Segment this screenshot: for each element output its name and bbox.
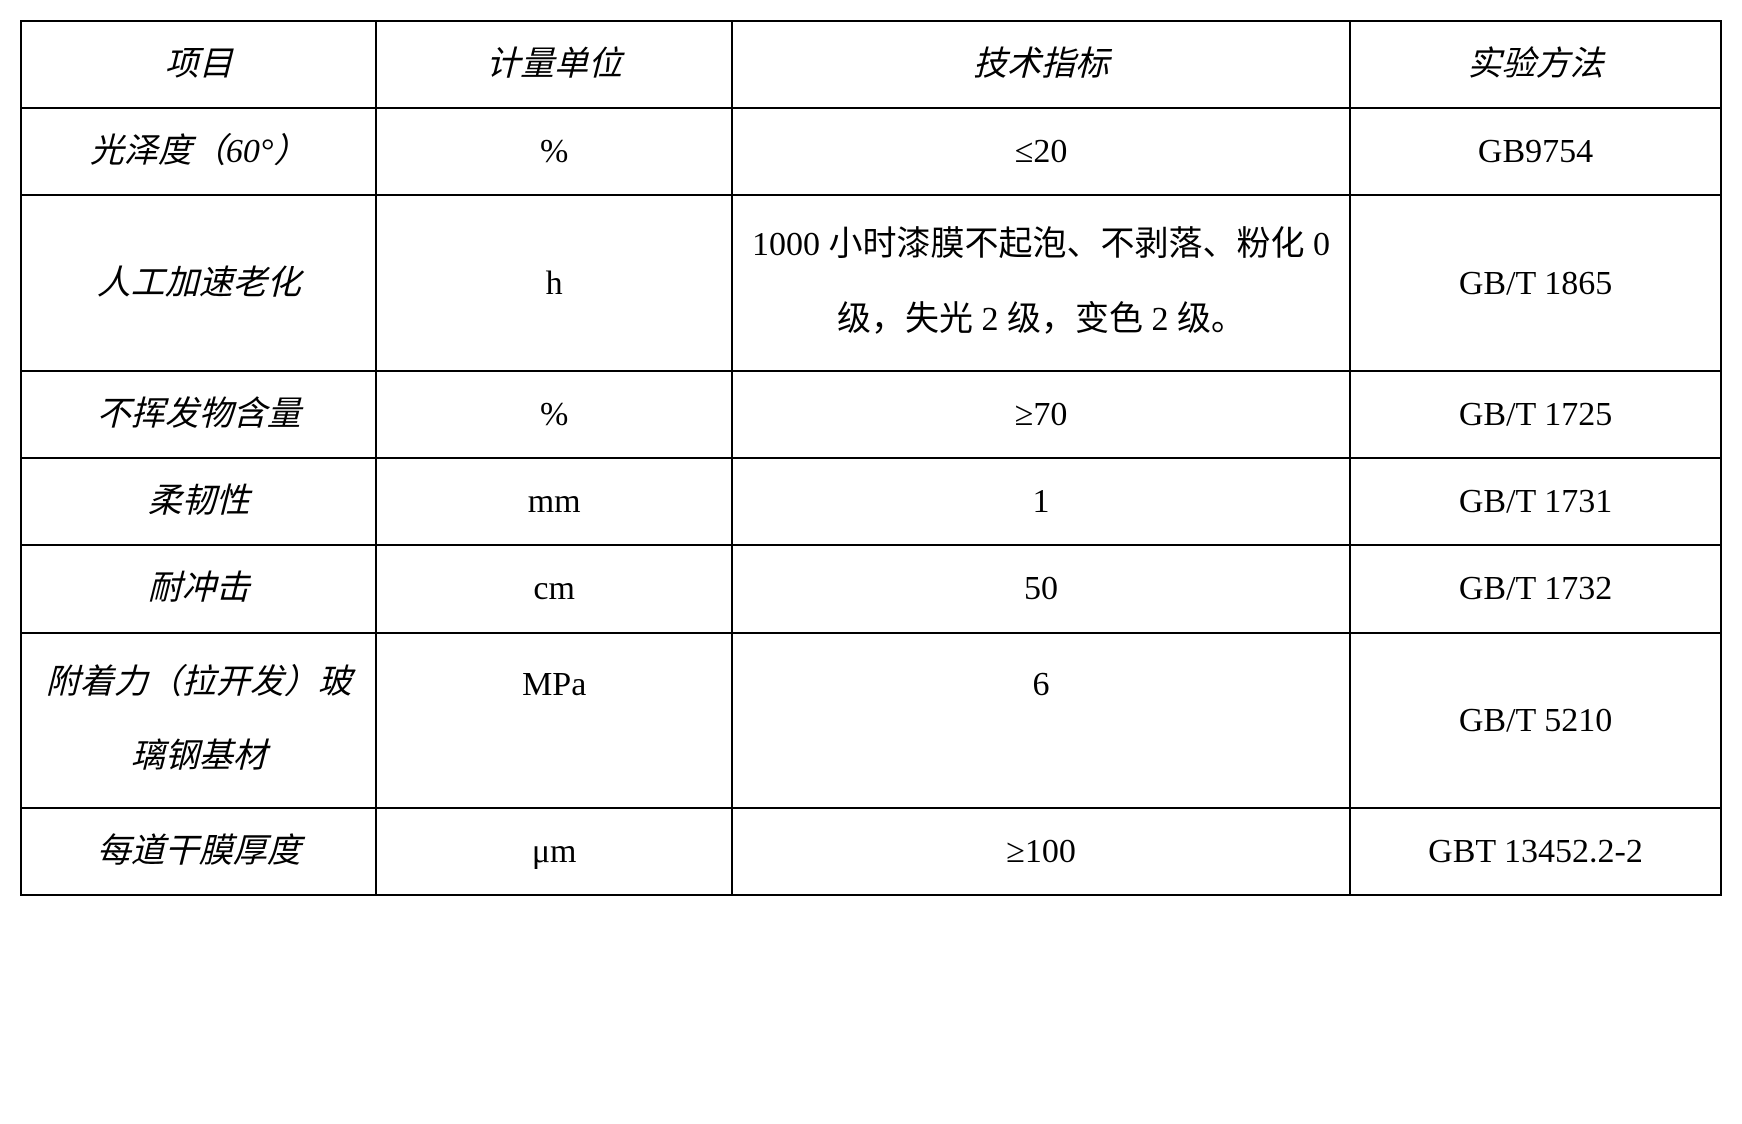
table-row: 每道干膜厚度 μm ≥100 GBT 13452.2-2 xyxy=(21,808,1721,895)
table-header-row: 项目 计量单位 技术指标 实验方法 xyxy=(21,21,1721,108)
cell-item: 柔韧性 xyxy=(21,458,376,545)
cell-item: 每道干膜厚度 xyxy=(21,808,376,895)
cell-method: GB/T 1865 xyxy=(1350,195,1721,371)
cell-unit: % xyxy=(376,371,731,458)
cell-method: GB/T 1732 xyxy=(1350,545,1721,632)
cell-unit: % xyxy=(376,108,731,195)
table-row: 耐冲击 cm 50 GB/T 1732 xyxy=(21,545,1721,632)
cell-method: GB/T 1725 xyxy=(1350,371,1721,458)
table-row: 柔韧性 mm 1 GB/T 1731 xyxy=(21,458,1721,545)
cell-spec: 1000 小时漆膜不起泡、不剥落、粉化 0 级，失光 2 级，变色 2 级。 xyxy=(732,195,1350,371)
cell-item: 人工加速老化 xyxy=(21,195,376,371)
table-row: 不挥发物含量 % ≥70 GB/T 1725 xyxy=(21,371,1721,458)
cell-unit: μm xyxy=(376,808,731,895)
header-spec: 技术指标 xyxy=(732,21,1350,108)
table-row: 附着力（拉开发）玻璃钢基材 MPa 6 GB/T 5210 xyxy=(21,633,1721,809)
header-item: 项目 xyxy=(21,21,376,108)
cell-spec: 1 xyxy=(732,458,1350,545)
cell-unit: mm xyxy=(376,458,731,545)
table-row: 人工加速老化 h 1000 小时漆膜不起泡、不剥落、粉化 0 级，失光 2 级，… xyxy=(21,195,1721,371)
cell-method: GB9754 xyxy=(1350,108,1721,195)
cell-method: GB/T 1731 xyxy=(1350,458,1721,545)
cell-spec: 6 xyxy=(732,633,1350,809)
cell-item: 耐冲击 xyxy=(21,545,376,632)
cell-spec: 50 xyxy=(732,545,1350,632)
header-method: 实验方法 xyxy=(1350,21,1721,108)
cell-item: 光泽度（60°） xyxy=(21,108,376,195)
cell-spec: ≥70 xyxy=(732,371,1350,458)
table-row: 光泽度（60°） % ≤20 GB9754 xyxy=(21,108,1721,195)
cell-spec: ≥100 xyxy=(732,808,1350,895)
cell-item: 附着力（拉开发）玻璃钢基材 xyxy=(21,633,376,809)
cell-method: GBT 13452.2-2 xyxy=(1350,808,1721,895)
cell-unit: h xyxy=(376,195,731,371)
cell-item: 不挥发物含量 xyxy=(21,371,376,458)
cell-unit: cm xyxy=(376,545,731,632)
spec-table: 项目 计量单位 技术指标 实验方法 光泽度（60°） % ≤20 GB9754 … xyxy=(20,20,1722,896)
cell-unit: MPa xyxy=(376,633,731,809)
cell-method: GB/T 5210 xyxy=(1350,633,1721,809)
header-unit: 计量单位 xyxy=(376,21,731,108)
cell-spec: ≤20 xyxy=(732,108,1350,195)
